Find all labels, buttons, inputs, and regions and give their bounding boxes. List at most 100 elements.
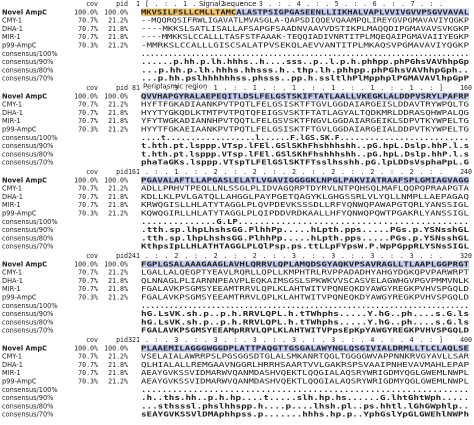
ruler: . : . 1 . : . 2 . : . 2 . : . 2 . : . 2 …: [145, 168, 443, 176]
pid-header: pid: [116, 252, 128, 260]
sequence-name: p99-AmpC: [2, 210, 37, 218]
sequence-name: consensus/80%: [2, 234, 53, 242]
sequence-name: DHA-1: [2, 277, 23, 285]
pid-value: 100.0%: [104, 344, 128, 352]
sequence-name: CMY-1: [2, 185, 22, 193]
cov-value: 100.0%: [74, 176, 98, 184]
pid-value: 21.8%: [108, 369, 128, 377]
sequence-row: AEAYGVKSSVIDMARWVQANMDASHVQEKTLQQGIALAQS…: [141, 369, 469, 377]
sequence-row: ADLLPRHVTPEQLLNLSSGLPLIDVAGQRPTDYRVLNTPQ…: [141, 185, 469, 193]
sequence-name: consensus/70%: [2, 159, 53, 167]
query-band: [141, 92, 469, 101]
cov-value: 70.3%: [78, 42, 98, 50]
sequence-name: consensus/70%: [2, 243, 53, 251]
query-band: [141, 260, 469, 269]
cov-value: 70.7%: [78, 277, 98, 285]
pid-value: 21.8%: [108, 117, 128, 125]
consensus-row: ....t..................l......F.lGS.SK.F…: [141, 134, 469, 142]
sequence-name: consensus/70%: [2, 75, 53, 83]
sequence-row: MKVSILFSLLCMLLTAMCALASTPSIGPGASEENLLIIKH…: [141, 8, 469, 16]
consensus-row: ........................................…: [141, 50, 469, 58]
cov-header: cov: [86, 336, 98, 344]
block-start: 81: [132, 84, 140, 92]
block-start: 321: [128, 336, 140, 344]
cov-value: 70.7%: [78, 269, 98, 277]
sequence-name: consensus/90%: [2, 394, 53, 402]
block-start: 1: [136, 0, 140, 8]
pid-value: 21.8%: [108, 109, 128, 117]
pid-value: 100.0%: [104, 176, 128, 184]
query-band: [141, 344, 469, 353]
block-start: 161: [128, 168, 140, 176]
block-start: 241: [128, 252, 140, 260]
sequence-name: p99-AmpC: [2, 42, 37, 50]
sequence-name: consensus/100%: [2, 134, 58, 142]
block-end: 320: [460, 252, 472, 260]
sequence-name: consensus/100%: [2, 386, 58, 394]
pid-value: 21.2%: [108, 101, 128, 109]
cov-value: 70.7%: [78, 25, 98, 33]
sequence-name: CMY-1: [2, 101, 22, 109]
sequence-name: p99-AmpC: [2, 126, 37, 134]
sequence-name: consensus/80%: [2, 150, 53, 158]
pid-header: pid: [116, 336, 128, 344]
sequence-row: PGAVALAFTLLAPGASLELATLVGAVIGGGGKLNPGLPAK…: [141, 176, 469, 184]
sequence-name: consensus/100%: [2, 218, 58, 226]
cov-value: 70.7%: [78, 17, 98, 25]
consensus-row: ........................................…: [141, 386, 469, 394]
pid-value: 21.8%: [108, 285, 128, 293]
sequence-row: FGALAVKPSGMSYEEAMTRRVLQPLKLAHTWITVPQNEQK…: [141, 294, 469, 302]
cov-value: 70.7%: [78, 369, 98, 377]
block-end: 240: [460, 168, 472, 176]
consensus-row: ......p.hh.p.lh.hhhs..h....sss..p..l.p.h…: [141, 58, 469, 66]
pid-value: 21.8%: [108, 361, 128, 369]
sequence-row: -MMRKSLCCALLLGISCSALATPVSEKQLAEVVANTITPL…: [141, 42, 469, 50]
cov-value: 100.0%: [74, 344, 98, 352]
sequence-name: consensus/80%: [2, 402, 53, 410]
cov-value: 100.0%: [74, 92, 98, 100]
pid-value: 21.2%: [108, 294, 128, 302]
ruler: . : . 2 . : . 2 . : . 2 . : . 3 . : . 3 …: [145, 252, 443, 260]
sequence-row: ----MMKKSLCCALLLTASFSTFAAAK-TEQQIADIVNRT…: [141, 33, 469, 41]
consensus-row: ...p.hh.pslhhhhhhss.phsss..pp.h.ssltlhPl…: [141, 75, 469, 83]
sequence-row: ----MKKSLSATLISALLAFSAPGFSAADNVAAVVDSTIK…: [141, 25, 469, 33]
cov-header: cov: [86, 84, 98, 92]
cov-value: 70.7%: [78, 193, 98, 201]
sequence-row: FGALAVKPSGMSYEEAMTRRVLQPLKLAHTWITVPQNEQK…: [141, 285, 469, 293]
sequence-name: DHA-1: [2, 193, 23, 201]
sequence-name: consensus/100%: [2, 50, 58, 58]
sequence-row: KRWQGISLLHLATYTAGGLPLQVPDEVKSSSDLLRFYQNW…: [141, 201, 469, 209]
cov-value: 70.7%: [78, 33, 98, 41]
consensus-row: sEAYGVKSSVlDMAphhpss.p.......hhhs.hp.p..…: [141, 411, 469, 419]
cov-value: 70.3%: [78, 126, 98, 134]
sequence-name: consensus/70%: [2, 411, 53, 419]
consensus-row: ........................................…: [141, 302, 469, 310]
cov-header: cov: [86, 252, 98, 260]
cov-value: 70.3%: [78, 294, 98, 302]
sequence-name: consensus/90%: [2, 226, 53, 234]
cov-value: 70.7%: [78, 101, 98, 109]
sequence-name: p99-AmpC: [2, 294, 37, 302]
periplasmic-label: Periplasmic region: [143, 82, 207, 90]
signal-band: [141, 8, 235, 17]
sequence-row: LGALLALQEGPTYEAVLRQRLLQPLLKMPHTRLRVPPADA…: [141, 269, 469, 277]
cov-value: 70.3%: [78, 210, 98, 218]
consensus-row: ..............G.LP......................…: [141, 218, 469, 226]
cov-value: 70.7%: [78, 185, 98, 193]
sequence-row: QLNNAGLPLIARNNPEAVPLEQKAIMSGSLSPKWKVVSCA…: [141, 277, 469, 285]
cov-value: 70.7%: [78, 285, 98, 293]
pid-value: 100.0%: [104, 8, 128, 16]
block-end: 400: [460, 336, 472, 344]
sequence-name: consensus/90%: [2, 142, 53, 150]
pid-value: 21.8%: [108, 201, 128, 209]
query-band: [141, 8, 469, 17]
cov-header: cov: [86, 0, 98, 8]
consensus-row: .tth.sp.lhpLhshsGG.PlhhPp.....hLpth.pps.…: [141, 234, 469, 242]
sequence-row: FGPLGSALAAAGAAGLAVHLQRRVLQPLAMQDSGYAQKVP…: [141, 260, 469, 268]
consensus-row: .tth.sp.lhpLhshsGG.PlhhPp.....hLpth.pps.…: [141, 226, 469, 234]
consensus-row: ...p.hh.p.lh.hhhs.hhsss.h..thp.lh.phhpp.…: [141, 66, 469, 74]
cov-value: 70.7%: [78, 109, 98, 117]
consensus-row: phaTaGKs.lsppp.VTspTLFElGSlSKTFTsslhsshh…: [141, 159, 469, 167]
sequence-row: QLHIALALLREMGAAVNGGRLHRRHSAARTVVLGAKRSPS…: [141, 361, 469, 369]
